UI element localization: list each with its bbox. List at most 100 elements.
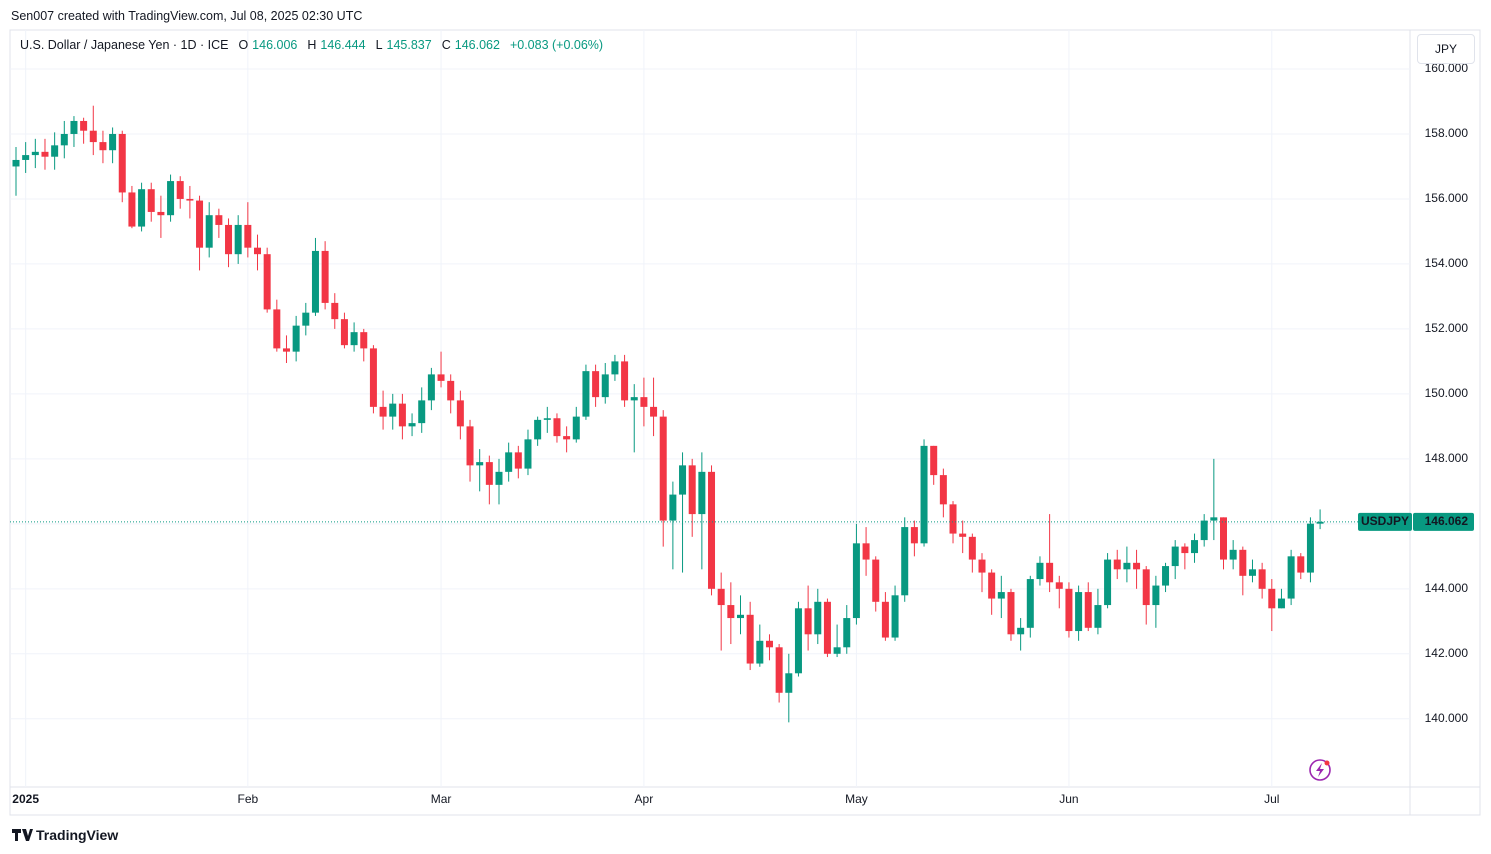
candle-body xyxy=(1007,592,1015,635)
candle-body xyxy=(1017,627,1025,635)
candle-body xyxy=(988,572,996,599)
candle-body xyxy=(1123,562,1131,570)
candle-body xyxy=(485,462,493,485)
candle-body xyxy=(186,198,194,201)
candle-body xyxy=(814,601,822,635)
candle-body xyxy=(1133,562,1141,570)
x-tick-label: Jun xyxy=(1059,792,1078,806)
candle-body xyxy=(949,504,957,534)
candle-body xyxy=(369,348,377,407)
symbol-title: U.S. Dollar / Japanese Yen · 1D · ICE xyxy=(20,38,229,52)
candle-body xyxy=(138,189,146,227)
symbol-tag xyxy=(1358,512,1412,531)
candle-body xyxy=(1258,569,1266,589)
candle-body xyxy=(1287,556,1295,599)
candle-body xyxy=(1036,562,1044,580)
candle-body xyxy=(12,159,20,167)
candle-body xyxy=(572,416,580,440)
candle-body xyxy=(1113,559,1121,570)
x-tick-label: 2025 xyxy=(12,792,39,806)
candle-body xyxy=(282,348,290,352)
candle-body xyxy=(737,614,744,619)
candle-body xyxy=(804,608,812,635)
change-label: +0.083 (+0.06%) xyxy=(509,38,604,52)
candle-body xyxy=(1268,588,1276,609)
logo-icon xyxy=(12,829,33,841)
candle-body xyxy=(1181,546,1189,554)
y-tick-label: 160.000 xyxy=(1425,61,1469,75)
candle-body xyxy=(157,211,165,216)
candle-body xyxy=(640,397,648,407)
candle-body xyxy=(99,142,107,151)
candle-body xyxy=(41,151,49,157)
candle-body xyxy=(978,559,986,573)
candle-body xyxy=(833,647,841,654)
candle-body xyxy=(1055,582,1063,589)
candle-body xyxy=(650,406,658,417)
candle-body xyxy=(621,361,629,401)
candle-body xyxy=(167,181,175,216)
price-tag-label: 146.062 xyxy=(1425,514,1469,528)
candle-body xyxy=(427,374,435,401)
candle-body xyxy=(659,416,667,521)
candle-body xyxy=(350,332,358,346)
candle-body xyxy=(1210,517,1218,521)
candle-body xyxy=(514,452,522,469)
candle-body xyxy=(582,371,590,417)
y-tick-label: 150.000 xyxy=(1425,386,1469,400)
candle-body xyxy=(630,397,638,401)
candle-body xyxy=(601,374,609,398)
candle-body xyxy=(524,439,532,469)
x-tick-label: Mar xyxy=(431,792,452,806)
candle-body xyxy=(843,618,851,648)
currency-button[interactable]: JPY xyxy=(1417,34,1475,64)
candle-body xyxy=(292,325,300,352)
candle-body xyxy=(215,215,223,225)
candle-body xyxy=(872,559,880,602)
symbol-tag-label: USDJPY xyxy=(1361,514,1409,528)
y-tick-label: 152.000 xyxy=(1425,321,1469,335)
candle-body xyxy=(476,462,484,466)
candle-body xyxy=(118,133,126,193)
ohlc-letter: H xyxy=(307,38,317,52)
candle-body xyxy=(263,254,271,310)
candle-body xyxy=(408,423,416,427)
snapshot-icon xyxy=(1309,759,1331,781)
candle-body xyxy=(1306,523,1314,573)
candle-body xyxy=(505,452,513,472)
candle-body xyxy=(1316,521,1324,524)
candle-body xyxy=(447,380,455,401)
candle-body xyxy=(1220,517,1227,560)
candle-body xyxy=(1104,559,1112,606)
candle-body xyxy=(534,419,542,440)
candle-body xyxy=(1239,549,1247,576)
candle-body xyxy=(456,400,464,427)
candle-body xyxy=(997,592,1005,599)
candle-body xyxy=(1248,569,1256,576)
candle-body xyxy=(920,445,928,544)
candle-body xyxy=(321,250,329,303)
candle-body xyxy=(379,406,387,417)
candle-body xyxy=(302,312,310,326)
candle-body xyxy=(31,151,39,156)
candle-body xyxy=(254,247,261,255)
candle-body xyxy=(60,133,68,146)
candle-body xyxy=(1094,605,1102,628)
candle-body xyxy=(205,215,213,248)
candle-body xyxy=(756,640,764,664)
candle-body xyxy=(109,133,117,151)
candle-body xyxy=(727,605,735,619)
candle-body xyxy=(1075,592,1083,632)
candle-body xyxy=(418,400,426,424)
candle-body xyxy=(794,608,802,674)
candle-body xyxy=(679,465,687,495)
candle-body xyxy=(717,588,725,606)
candle-body xyxy=(1191,540,1199,554)
candle-body xyxy=(1162,566,1170,586)
candle-body xyxy=(244,224,252,248)
x-tick-label: Jul xyxy=(1264,792,1279,806)
ohlc-value: 145.837 xyxy=(386,38,432,52)
